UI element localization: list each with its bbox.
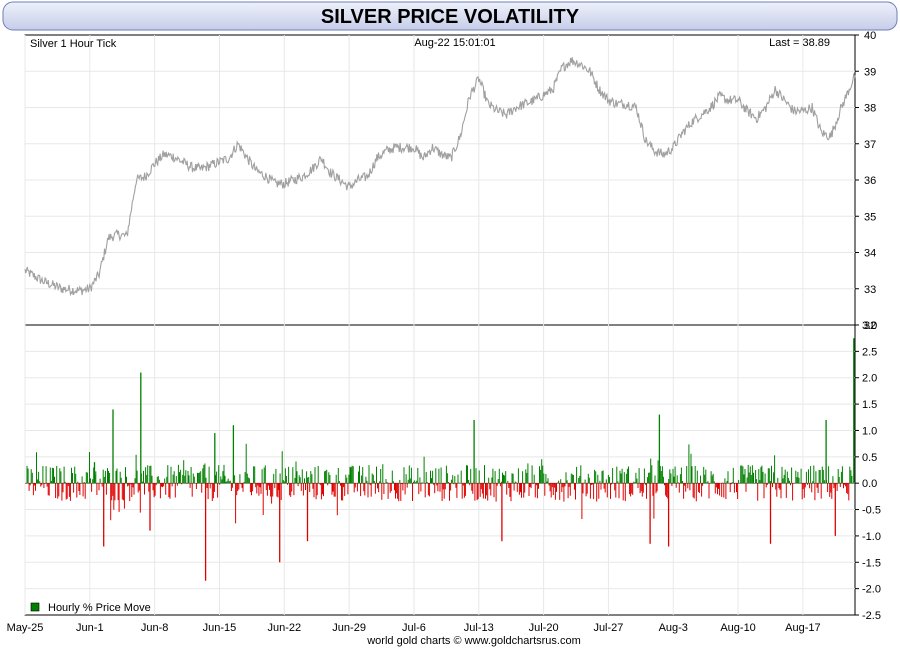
price-tick-label: 40 — [864, 30, 876, 42]
price-tick-label: 35 — [864, 211, 876, 223]
vol-tick-label: 0.5 — [862, 452, 877, 464]
vol-tick-label: 1.0 — [862, 425, 877, 437]
x-tick-label: Jul-27 — [593, 622, 623, 634]
price-tick-label: 34 — [864, 248, 876, 260]
x-tick-label: Jun-8 — [141, 622, 169, 634]
vol-tick-label: -0.5 — [862, 505, 881, 517]
price-tick-label: 32 — [864, 320, 876, 332]
price-line — [24, 57, 856, 297]
x-tick-label: Jun-1 — [76, 622, 104, 634]
last-price-label: Last = 38.89 — [769, 37, 830, 49]
x-tick-label: Aug-10 — [720, 622, 755, 634]
chart-title: SILVER PRICE VOLATILITY — [321, 6, 580, 28]
vol-tick-label: 2.5 — [862, 346, 877, 358]
vol-tick-label: 3.0 — [862, 320, 877, 332]
price-line-layer — [24, 57, 856, 297]
legend-label: Hourly % Price Move — [48, 602, 151, 614]
title-bar — [2, 1, 898, 31]
chart-credit: world gold charts © www.goldchartsrus.co… — [366, 635, 581, 647]
vol-tick-label: -1.5 — [862, 557, 881, 569]
price-tick-label: 37 — [864, 139, 876, 151]
volatility-bars — [26, 338, 855, 581]
price-tick-label: 33 — [864, 284, 876, 296]
vol-tick-label: 0.0 — [862, 478, 877, 490]
grid-lines — [24, 35, 855, 615]
x-tick-label: Jul-13 — [464, 622, 494, 634]
x-tick-label: Jul-20 — [529, 622, 559, 634]
series-label: Silver 1 Hour Tick — [30, 38, 117, 50]
timestamp-label: Aug-22 15:01:01 — [414, 37, 495, 49]
x-tick-label: Jun-22 — [267, 622, 301, 634]
vol-tick-label: -2.5 — [862, 610, 881, 622]
axis-labels: May-25 Jun-1 Jun-8 Jun-15 Jun-22 Jun-29 Jul-6 J… — [7, 30, 881, 634]
x-tick-label: May-25 — [7, 622, 44, 634]
volatility-panel — [24, 324, 856, 616]
x-tick-label: Jun-15 — [203, 622, 237, 634]
vol-tick-label: 2.0 — [862, 373, 877, 385]
legend-swatch — [30, 602, 40, 612]
price-tick-label: 36 — [864, 175, 876, 187]
x-tick-label: Aug-3 — [659, 622, 688, 634]
x-tick-label: Jul-6 — [402, 622, 426, 634]
price-tick-label: 38 — [864, 103, 876, 115]
price-tick-label: 39 — [864, 66, 876, 78]
vol-tick-label: -2.0 — [862, 584, 881, 596]
x-tick-label: Jun-29 — [332, 622, 366, 634]
vol-tick-label: -1.0 — [862, 531, 881, 543]
x-tick-label: Aug-17 — [785, 622, 820, 634]
vol-tick-label: 1.5 — [862, 399, 877, 411]
